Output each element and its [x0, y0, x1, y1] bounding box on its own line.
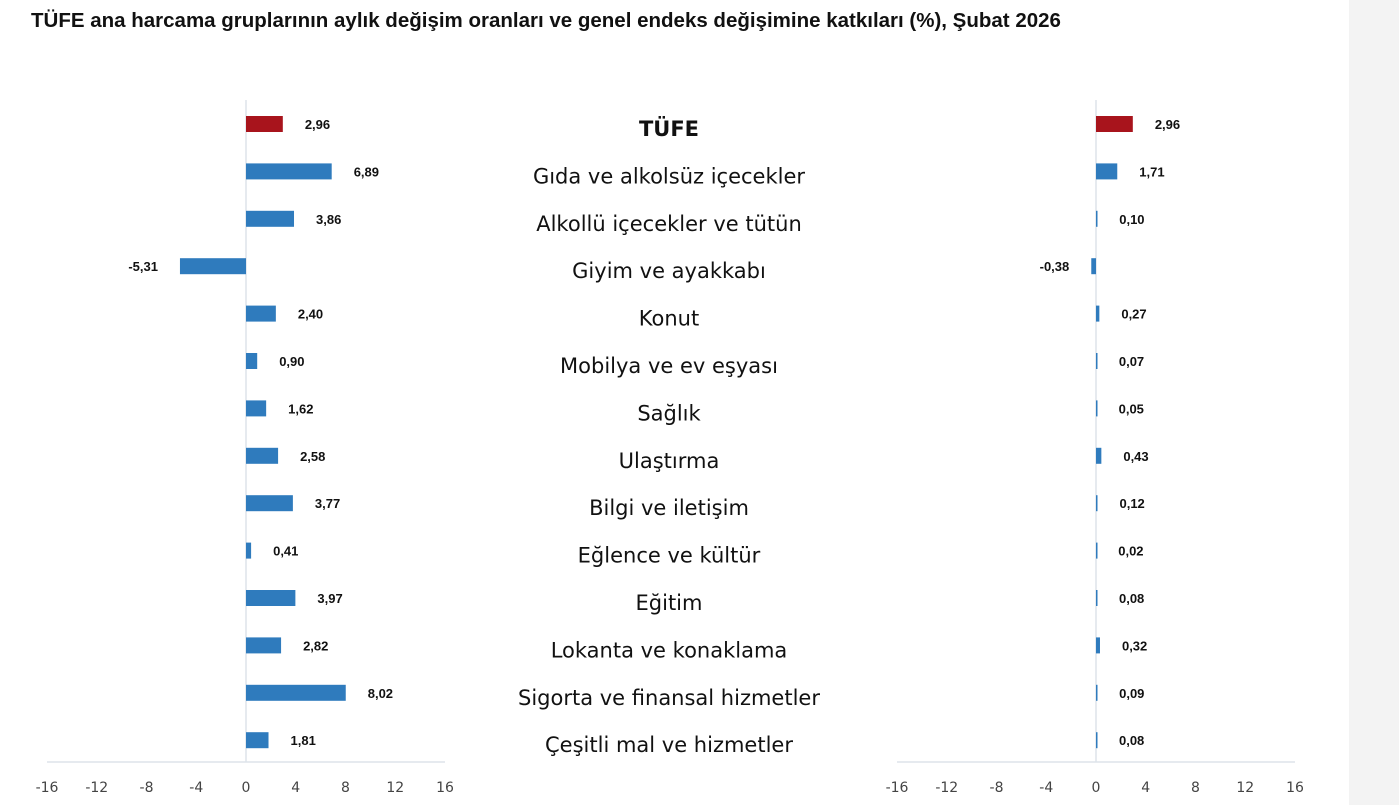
data-label: 2,96 [1155, 117, 1180, 132]
chart-title: TÜFE ana harcama gruplarının aylık değiş… [31, 9, 1061, 32]
data-label: 0,32 [1122, 638, 1147, 653]
data-label: 0,09 [1119, 686, 1144, 701]
x-tick-label: -8 [990, 780, 1004, 796]
data-label: 2,82 [303, 638, 328, 653]
bar-change [246, 447, 279, 464]
x-tick-label: 0 [242, 780, 251, 796]
data-label: 2,40 [298, 307, 323, 322]
data-label: 0,08 [1119, 733, 1144, 748]
bar-change [179, 258, 246, 275]
bar-contribution [1091, 258, 1096, 275]
data-label: 3,86 [316, 212, 341, 227]
data-label: 0,41 [273, 544, 298, 559]
category-label: Giyim ve ayakkabı [572, 259, 766, 283]
x-tick-label: 8 [341, 780, 350, 796]
data-label: 0,43 [1123, 449, 1148, 464]
data-label: -0,38 [1040, 259, 1070, 274]
x-tick-label: 12 [386, 780, 404, 796]
category-label: Gıda ve alkolsüz içecekler [533, 164, 805, 188]
category-label: TÜFE [639, 116, 699, 141]
data-label: -5,31 [128, 259, 158, 274]
data-label: 1,62 [288, 401, 313, 416]
bar-contribution [1096, 447, 1102, 464]
x-tick-label: 0 [1092, 780, 1101, 796]
category-label: Alkollü içecekler ve tütün [536, 212, 802, 236]
data-label: 2,58 [300, 449, 325, 464]
data-label: 8,02 [368, 686, 393, 701]
bar-contribution [1096, 163, 1118, 180]
x-tick-label: -4 [1039, 780, 1053, 796]
bar-change [246, 542, 252, 559]
category-label: Sigorta ve finansal hizmetler [518, 686, 820, 710]
data-label: 0,90 [279, 354, 304, 369]
data-label: 1,81 [291, 733, 316, 748]
bar-contribution [1096, 353, 1098, 369]
category-label: Sağlık [637, 401, 701, 425]
category-label: Ulaştırma [619, 449, 720, 473]
bar-change [246, 353, 258, 369]
category-label: Eğlence ve kültür [578, 544, 761, 568]
scrollbar-gutter [1349, 0, 1399, 805]
bar-contribution [1096, 400, 1098, 417]
bar-contribution [1096, 637, 1100, 654]
data-label: 0,02 [1118, 544, 1143, 559]
data-label: 1,71 [1139, 164, 1164, 179]
data-label: 0,10 [1119, 212, 1144, 227]
category-label: Çeşitli mal ve hizmetler [545, 733, 793, 757]
x-tick-label: 16 [436, 780, 454, 796]
data-label: 0,07 [1119, 354, 1144, 369]
bar-change [246, 590, 296, 606]
bar-change [246, 305, 276, 322]
data-label: 3,97 [317, 591, 342, 606]
data-label: 0,08 [1119, 591, 1144, 606]
category-label: Eğitim [636, 591, 703, 615]
data-label: 0,05 [1119, 401, 1144, 416]
bar-contribution [1096, 210, 1098, 227]
bar-change [246, 684, 346, 701]
x-tick-label: -4 [189, 780, 203, 796]
category-label: Konut [639, 307, 699, 331]
x-tick-label: -16 [36, 780, 59, 796]
x-tick-label: -12 [85, 780, 108, 796]
category-label: Lokanta ve konaklama [551, 638, 788, 662]
data-label: 2,96 [305, 117, 330, 132]
bar-contribution [1096, 305, 1100, 322]
bar-change [246, 163, 332, 180]
x-tick-label: -12 [935, 780, 958, 796]
x-tick-label: 4 [291, 780, 300, 796]
bar-contribution [1096, 684, 1098, 701]
category-label: Bilgi ve iletişim [589, 496, 749, 520]
x-tick-label: 12 [1236, 780, 1254, 796]
data-label: 3,77 [315, 496, 340, 511]
x-tick-label: 16 [1286, 780, 1304, 796]
x-tick-label: -16 [886, 780, 909, 796]
data-label: 0,27 [1121, 307, 1146, 322]
category-label: Mobilya ve ev eşyası [560, 354, 778, 378]
bar-change [246, 495, 293, 512]
bar-change [246, 637, 282, 654]
x-tick-label: 8 [1191, 780, 1200, 796]
bar-contribution [1096, 732, 1098, 749]
data-label: 6,89 [354, 164, 379, 179]
bar-change [246, 400, 267, 417]
bar-contribution [1096, 542, 1098, 559]
x-tick-label: -8 [140, 780, 154, 796]
bar-contribution [1096, 590, 1098, 606]
bar-contribution [1096, 495, 1098, 512]
bar-change [246, 732, 269, 749]
bar-contribution [1096, 116, 1133, 132]
bar-change [246, 116, 283, 132]
x-tick-label: 4 [1141, 780, 1150, 796]
data-label: 0,12 [1119, 496, 1144, 511]
bar-change [246, 210, 295, 227]
